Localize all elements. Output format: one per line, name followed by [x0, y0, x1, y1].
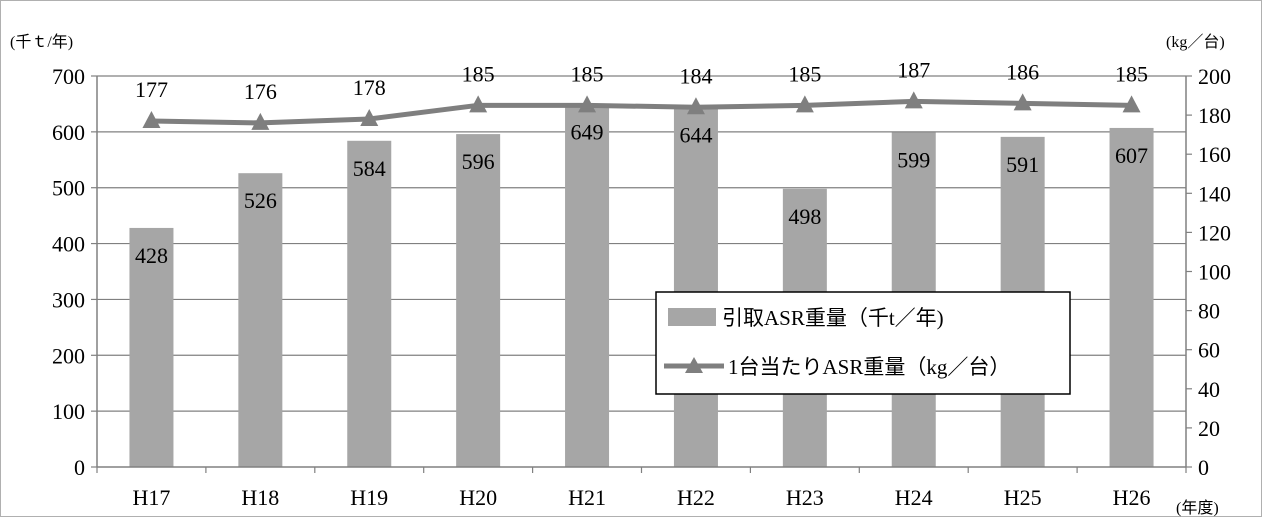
left-tick-label: 500 [52, 176, 85, 201]
right-tick-label: 120 [1198, 220, 1231, 245]
line-data-label: 184 [679, 63, 712, 88]
line-marker-triangle [795, 95, 814, 113]
right-tick-label: 160 [1198, 142, 1231, 167]
line-data-labels: 177 176 178 185 185 184 185 187 186 185 [135, 57, 1148, 104]
x-tick-label: H25 [1004, 485, 1042, 510]
bar-data-label: 498 [788, 204, 821, 229]
line-data-label: 176 [244, 79, 277, 104]
bar-data-label: 526 [244, 188, 277, 213]
right-tick-label: 180 [1198, 103, 1231, 128]
line-data-label: 178 [353, 75, 386, 100]
line-marker-triangle [686, 97, 705, 115]
right-tick-label: 40 [1198, 377, 1220, 402]
right-axis-unit: (kg／台) [1166, 33, 1225, 51]
bar-data-labels: 428 526 584 596 649 644 498 599 591 607 [135, 119, 1148, 267]
bar [456, 134, 501, 467]
left-tick-label: 600 [52, 120, 85, 145]
left-tick-label: 700 [52, 64, 85, 89]
bar-data-label: 596 [462, 149, 495, 174]
right-tick-label: 140 [1198, 181, 1231, 206]
line-marker-triangle [1122, 95, 1141, 113]
left-tick-label: 100 [52, 399, 85, 424]
line-path [151, 98, 1132, 126]
bar-data-label: 584 [353, 156, 386, 181]
bar-data-label: 599 [897, 147, 930, 172]
line-marker-triangle [904, 91, 923, 109]
line-data-label: 186 [1006, 59, 1039, 84]
left-tick-label: 300 [52, 287, 85, 312]
line-marker-triangle [1013, 93, 1032, 111]
left-axis-unit: (千ｔ/年) [10, 33, 73, 51]
line-data-label: 187 [897, 57, 930, 82]
bar [129, 227, 174, 467]
x-tick-label: H19 [350, 485, 388, 510]
right-tick-label: 20 [1198, 416, 1220, 441]
x-tick-label: H23 [786, 485, 824, 510]
line-data-label: 185 [571, 61, 604, 86]
line-marker-triangle [578, 95, 597, 113]
x-tick-label: H24 [895, 485, 933, 510]
x-tick-label: H26 [1113, 485, 1151, 510]
line-data-label: 185 [462, 61, 495, 86]
bar-data-label: 644 [679, 122, 712, 147]
x-tick-label: H22 [677, 485, 715, 510]
legend: 引取ASR重量（千t／年) 1台当たりASR重量（kg／台） [655, 291, 1071, 395]
bar-series [129, 104, 1154, 468]
bar [347, 140, 392, 467]
left-tick-label: 400 [52, 232, 85, 257]
line-marker-triangle [142, 110, 161, 128]
line-data-label: 185 [788, 61, 821, 86]
x-tick-label: H21 [568, 485, 606, 510]
line-marker-triangle [251, 112, 270, 130]
bar [673, 107, 718, 467]
axes: 0 100 200 300 400 500 600 700 0 20 40 60 80 100 120 140… [52, 64, 1231, 510]
bar [565, 104, 610, 467]
bar-data-label: 591 [1006, 152, 1039, 177]
legend-line-label: 1台当たりASR重量（kg／台） [728, 355, 1010, 379]
right-tick-label: 0 [1198, 455, 1209, 480]
legend-bar-label: 引取ASR重量（千t／年) [722, 306, 944, 330]
line-marker-triangle [469, 95, 488, 113]
right-tick-label: 60 [1198, 338, 1220, 363]
line-series [142, 91, 1141, 130]
legend-box [655, 291, 1071, 395]
line-marker-triangle [360, 109, 379, 127]
x-tick-label: H17 [133, 485, 171, 510]
x-tick-label: H20 [459, 485, 497, 510]
left-tick-label: 200 [52, 343, 85, 368]
right-tick-label: 80 [1198, 299, 1220, 324]
left-tick-label: 0 [74, 455, 85, 480]
bar-data-label: 649 [571, 119, 604, 144]
legend-bar-swatch [668, 308, 716, 326]
bar [238, 173, 283, 468]
line-data-label: 177 [135, 77, 168, 102]
line-data-label: 185 [1115, 61, 1148, 86]
x-axis-unit: (年度) [1176, 499, 1219, 517]
bar-data-label: 607 [1115, 143, 1148, 168]
right-tick-label: 200 [1198, 64, 1231, 89]
right-tick-label: 100 [1198, 260, 1231, 285]
legend-triangle-icon [685, 357, 703, 373]
x-tick-label: H18 [241, 485, 279, 510]
bar-data-label: 428 [135, 243, 168, 268]
bar [1109, 127, 1154, 467]
